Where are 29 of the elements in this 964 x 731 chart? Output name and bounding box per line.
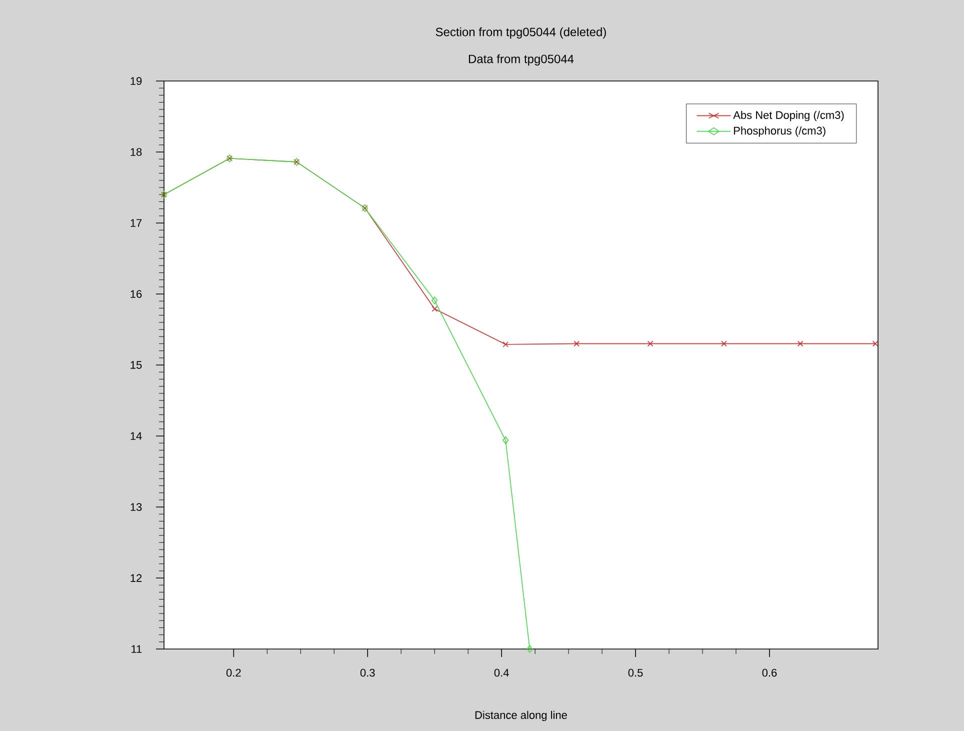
point xyxy=(647,340,654,347)
point xyxy=(797,340,804,347)
y-tick-label: 17 xyxy=(130,219,142,227)
point xyxy=(526,645,533,653)
y-tick-label: 16 xyxy=(130,290,142,298)
chart-subtitle: Data from tpg05044 xyxy=(468,54,574,66)
y-tick-label: 13 xyxy=(130,503,142,511)
y-tick-label: 18 xyxy=(130,148,142,156)
y-tick-label: 12 xyxy=(130,574,142,582)
x-tick-label: 0.3 xyxy=(360,668,375,677)
chart-title: Section from tpg05044 (deleted) xyxy=(436,27,606,39)
point xyxy=(432,306,438,312)
y-tick-label: 19 xyxy=(130,77,142,85)
x-tick-label: 0.4 xyxy=(494,668,509,677)
point xyxy=(721,340,727,347)
y-tick-label: 11 xyxy=(132,645,142,653)
x-tick-label: 0.5 xyxy=(628,668,643,677)
point xyxy=(574,340,580,347)
x-axis-title: Distance along line xyxy=(475,710,567,722)
legend-label: Phosphorus (/cm3) xyxy=(734,126,826,137)
y-tick-label: 15 xyxy=(130,361,142,369)
point xyxy=(502,342,508,348)
point xyxy=(502,436,509,444)
point xyxy=(872,340,878,347)
point xyxy=(432,296,438,304)
x-tick-label: 0.6 xyxy=(762,668,777,677)
legend-label: Abs Net Doping (/cm3) xyxy=(733,110,844,122)
x-tick-label: 0.2 xyxy=(226,668,241,677)
y-tick-label: 14 xyxy=(130,432,142,440)
